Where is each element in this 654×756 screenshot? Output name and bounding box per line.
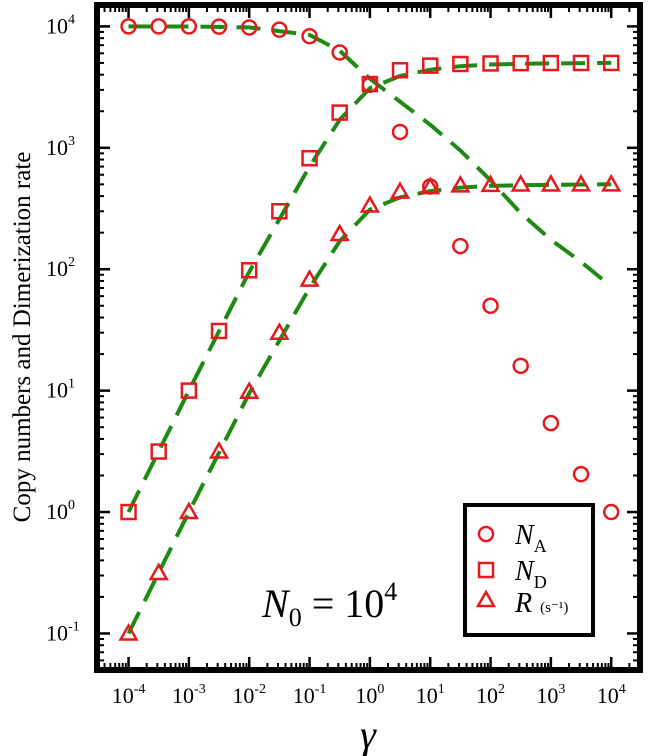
annotation-var: N xyxy=(261,581,291,626)
annotation-eq: = 10 xyxy=(302,581,385,626)
marker-na-point xyxy=(542,414,560,432)
x-tick-label: 101 xyxy=(416,682,445,708)
marker-na-point xyxy=(391,123,409,141)
x-tick-labels: 10-4 10-3 10-2 10-1 100 101 102 103 104 xyxy=(112,682,626,708)
marker-nd-point xyxy=(210,322,228,340)
x-tick-label: 10-1 xyxy=(293,682,327,708)
marker-r-point xyxy=(148,562,169,581)
marker-nd-point xyxy=(421,57,439,74)
marker-nd-point xyxy=(150,443,167,460)
y-tick-label: 10-1 xyxy=(46,619,80,645)
marker-nd-point xyxy=(391,62,409,79)
x-tick-label: 104 xyxy=(597,682,626,708)
marker-na-point xyxy=(452,237,469,255)
marker-nd-point xyxy=(301,150,318,167)
marker-r-point xyxy=(359,194,381,213)
y-tick-label: 100 xyxy=(46,498,75,524)
marker-r-point xyxy=(389,181,411,199)
marker-na-point xyxy=(210,18,228,35)
marker-nd-point xyxy=(120,503,137,521)
marker-na-point xyxy=(331,44,348,61)
legend-box xyxy=(463,503,595,637)
marker-na-point xyxy=(240,19,258,36)
axis-ticks xyxy=(96,5,640,670)
legend-circle-icon xyxy=(477,525,495,543)
marker-r-point xyxy=(450,174,471,193)
x-tick-label: 10-3 xyxy=(172,682,206,708)
x-tick-label: 100 xyxy=(355,682,384,708)
marker-na-point xyxy=(150,18,167,35)
marker-na-point xyxy=(602,503,620,521)
annotation-sup: 4 xyxy=(384,577,397,606)
marker-nd-point xyxy=(240,262,258,279)
marker-r-point xyxy=(299,269,320,287)
x-tick-label: 102 xyxy=(476,682,505,708)
marker-na-point xyxy=(482,297,499,315)
fit-line-1 xyxy=(126,60,612,513)
marker-r-point xyxy=(540,173,562,192)
marker-r-point xyxy=(269,322,290,340)
marker-nd-point xyxy=(331,104,348,121)
marker-r-point xyxy=(239,381,260,399)
marker-r-point xyxy=(510,174,531,192)
marker-nd-point xyxy=(542,54,560,72)
marker-r-point xyxy=(118,622,139,641)
marker-nd-point xyxy=(512,54,529,72)
marker-na-point xyxy=(301,27,318,45)
marker-nd-point xyxy=(180,382,198,399)
marker-na-point xyxy=(271,21,288,38)
n0-annotation: N0 = 104 xyxy=(261,577,397,632)
y-axis-label: Copy numbers and Dimerization rate xyxy=(9,152,36,523)
legend-square-icon xyxy=(477,561,495,579)
marker-r-point xyxy=(480,174,501,193)
x-axis-label: γ xyxy=(360,712,377,756)
marker-nd-point xyxy=(482,55,499,72)
marker-na-point xyxy=(180,18,198,35)
legend: NA ND R (s⁻¹) xyxy=(463,503,595,637)
plot-frame xyxy=(94,2,643,673)
y-tick-label: 101 xyxy=(46,377,75,403)
marker-nd-point xyxy=(572,54,590,72)
legend-triangle-icon xyxy=(475,589,497,608)
marker-na-point xyxy=(120,18,137,35)
marker-nd-point xyxy=(271,203,288,220)
marker-r-point xyxy=(208,441,230,459)
marker-r-point xyxy=(178,501,200,520)
marker-nd-point xyxy=(361,75,379,93)
annotation-sub: 0 xyxy=(289,603,302,632)
legend-entry-na: NA xyxy=(514,520,547,556)
x-tick-label: 10-2 xyxy=(232,682,266,708)
fit-line-0 xyxy=(128,24,613,289)
x-tick-label: 10-4 xyxy=(112,682,146,708)
marker-na-point xyxy=(572,465,590,483)
marker-nd-point xyxy=(452,55,469,73)
y-tick-label: 103 xyxy=(46,134,75,160)
marker-na-point xyxy=(512,357,529,375)
marker-r-point xyxy=(420,176,441,195)
marker-nd-point xyxy=(602,54,620,72)
marker-r-point xyxy=(329,223,350,242)
legend-entry-r: R (s⁻¹) xyxy=(514,588,568,619)
y-tick-labels: 10-1 100 101 102 103 104 xyxy=(46,12,80,645)
marker-r-point xyxy=(601,173,622,192)
marker-r-point xyxy=(570,173,592,192)
legend-entry-nd: ND xyxy=(514,556,547,592)
data-markers xyxy=(118,18,622,641)
y-tick-label: 104 xyxy=(46,12,75,38)
y-tick-label: 102 xyxy=(46,255,75,281)
x-tick-label: 103 xyxy=(536,682,565,708)
